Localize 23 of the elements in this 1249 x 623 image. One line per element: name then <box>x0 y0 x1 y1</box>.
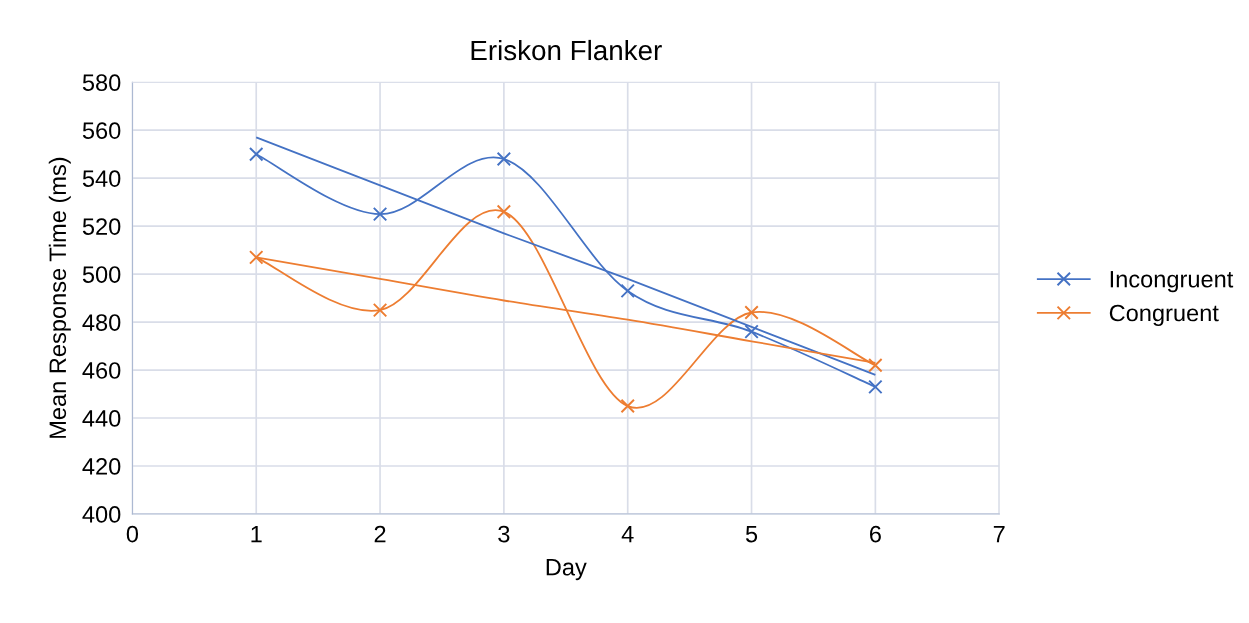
x-tick-label: 3 <box>498 525 510 543</box>
x-tick-label: 5 <box>745 525 758 543</box>
legend-label: Congruent <box>1109 304 1219 327</box>
x-tick-label: 0 <box>126 525 139 543</box>
x-axis-title: Day <box>546 559 587 581</box>
legend-label: Incongruent <box>1110 271 1234 293</box>
chart-title: Eriskon Flanker <box>471 39 662 61</box>
y-tick-label: 440 <box>82 410 121 427</box>
x-tick-label: 6 <box>870 525 881 543</box>
y-tick-label: 560 <box>82 122 121 139</box>
y-axis-title: Mean Response Time (ms) <box>48 157 71 438</box>
y-tick-label: 420 <box>82 458 121 475</box>
y-tick-label: 480 <box>82 314 121 331</box>
x-tick-label: 1 <box>251 525 262 543</box>
x-tick-label: 2 <box>374 525 386 543</box>
y-tick-label: 500 <box>82 266 121 283</box>
x-tick-label: 7 <box>993 525 1005 543</box>
y-tick-label: 460 <box>82 362 121 379</box>
y-tick-label: 520 <box>82 218 121 235</box>
x-tick-label: 4 <box>621 525 634 543</box>
y-tick-label: 400 <box>82 506 121 523</box>
y-tick-label: 580 <box>82 74 121 92</box>
y-tick-label: 540 <box>82 170 121 187</box>
